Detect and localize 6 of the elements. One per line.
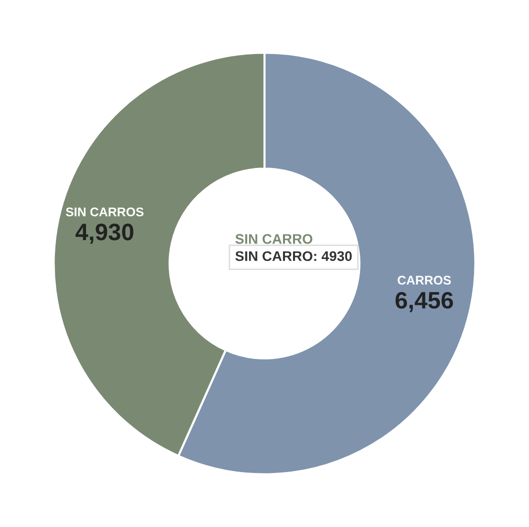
data-label: 6,456 xyxy=(396,292,453,312)
slice-label: CARROS xyxy=(398,276,451,285)
data-label: 4,930 xyxy=(76,224,134,244)
text: SIN CARRO xyxy=(235,234,312,244)
text: SIN CARRO: 4930 xyxy=(235,251,352,262)
slice-label: SIN CARROS xyxy=(66,208,144,216)
